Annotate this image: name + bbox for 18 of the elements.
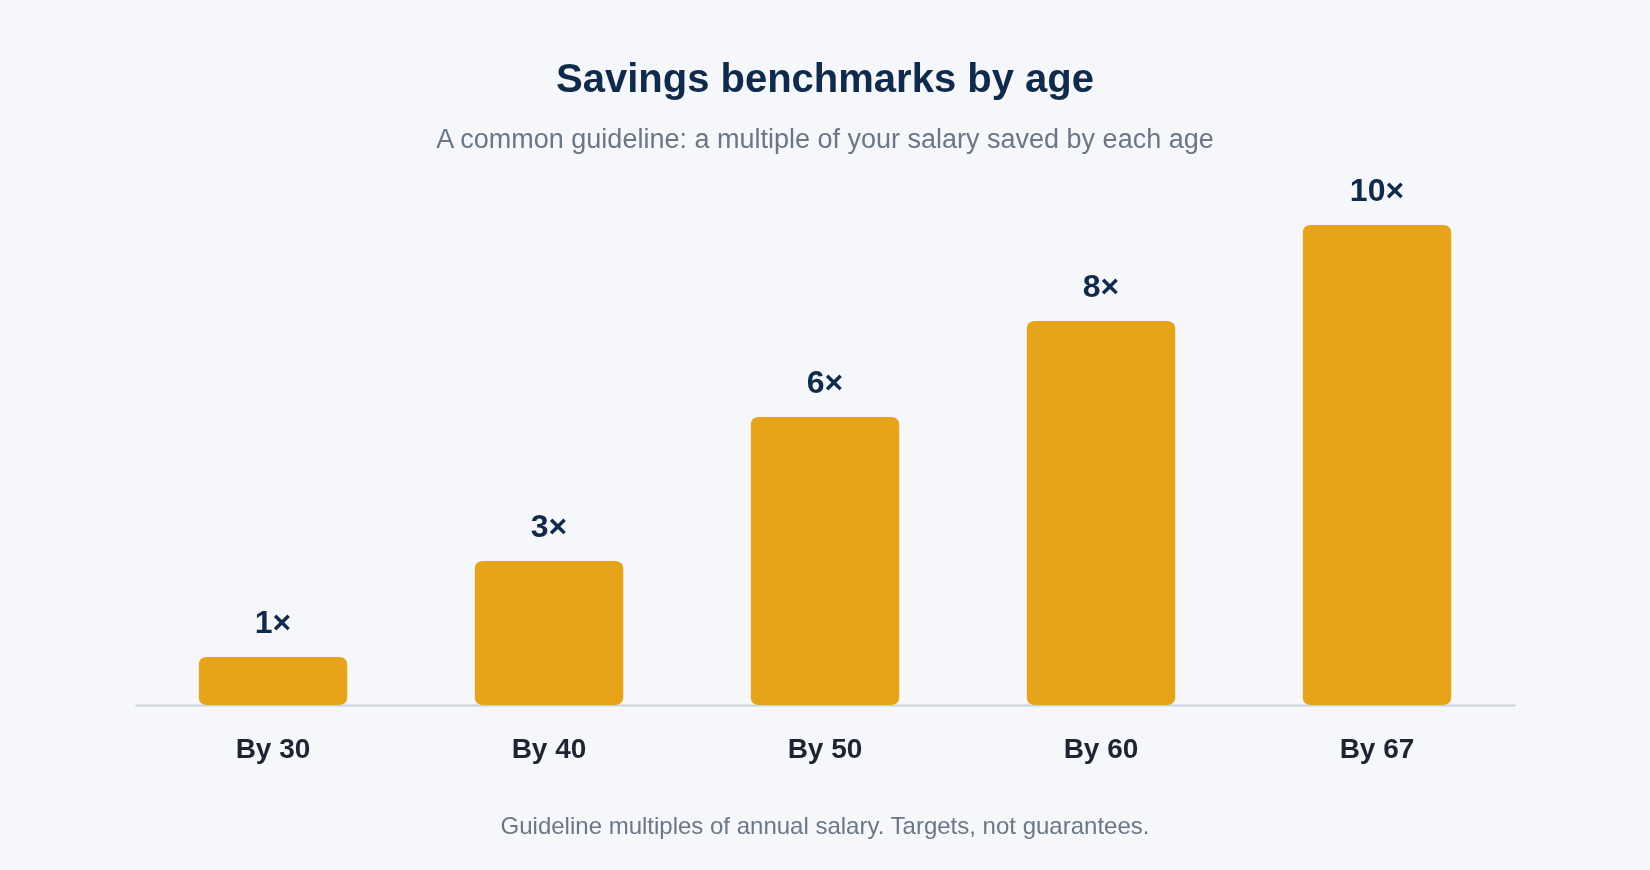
x-tick-label: By 50 <box>787 732 863 764</box>
data-label: 8× <box>1082 268 1120 304</box>
x-tick-label: By 60 <box>1063 732 1139 764</box>
x-tick-label: By 67 <box>1339 732 1415 764</box>
data-label: 1× <box>254 604 292 640</box>
chart-subtitle: A common guideline: a multiple of your salary saved by each age <box>435 124 1215 155</box>
bar <box>750 417 900 705</box>
text: Guideline multiples of annual salary. Targets, not guarantees. <box>499 812 1151 840</box>
data-label: 3× <box>530 508 568 544</box>
chart-title: Savings benchmarks by age <box>555 56 1095 101</box>
bar <box>1302 225 1452 705</box>
x-tick-label: By 40 <box>511 732 587 764</box>
bar <box>1026 321 1176 705</box>
data-label: 6× <box>806 364 844 400</box>
data-label: 10× <box>1349 172 1405 208</box>
bar <box>474 561 624 705</box>
x-tick-label: By 30 <box>235 732 311 764</box>
bar <box>198 657 348 705</box>
